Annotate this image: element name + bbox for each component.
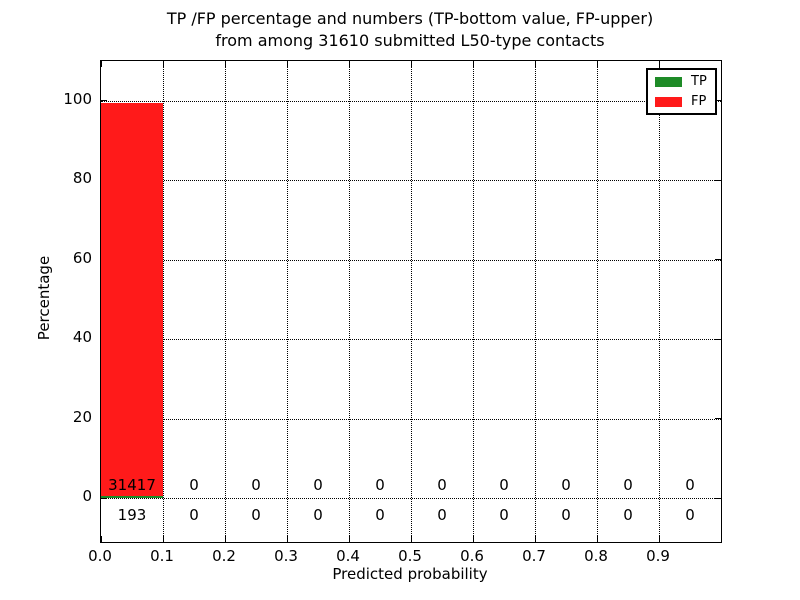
x-tick-label: 0.4 xyxy=(336,547,360,565)
x-tick-bottom xyxy=(410,536,412,542)
fp-count-label: 31417 xyxy=(108,476,156,495)
x-tick-label: 0.5 xyxy=(398,547,422,565)
fp-count-label: 0 xyxy=(561,476,571,495)
tp-count-label: 0 xyxy=(251,505,261,524)
x-gridline xyxy=(225,61,226,542)
x-gridline xyxy=(473,61,474,542)
legend-fp-label: FP xyxy=(691,94,707,109)
y-tick-label: 80 xyxy=(72,169,92,188)
tp-count-label: 0 xyxy=(437,505,447,524)
y-tick-right xyxy=(715,418,721,420)
y-tick-label: 0 xyxy=(82,487,92,506)
fp-count-label: 0 xyxy=(251,476,261,495)
tp-count-label: 193 xyxy=(117,505,147,524)
y-tick-label: 40 xyxy=(72,328,92,347)
x-tick-bottom xyxy=(162,536,164,542)
y-tick-left xyxy=(101,100,107,102)
x-tick-label: 0.3 xyxy=(274,547,298,565)
legend-tp-label: TP xyxy=(691,74,707,89)
y-tick-label: 60 xyxy=(72,248,92,267)
y-tick-label: 20 xyxy=(72,407,92,426)
x-tick-label: 0.8 xyxy=(584,547,608,565)
tp-count-label: 0 xyxy=(623,505,633,524)
legend-entry-fp: FP xyxy=(655,95,707,108)
tp-count-label: 0 xyxy=(499,505,509,524)
x-tick-bottom xyxy=(596,536,598,542)
x-tick-top xyxy=(100,61,102,67)
x-gridline xyxy=(411,61,412,542)
bar-tp-bin-0 xyxy=(101,495,163,499)
y-tick-right xyxy=(715,100,721,102)
x-tick-label: 0.7 xyxy=(522,547,546,565)
fp-count-label: 0 xyxy=(623,476,633,495)
x-tick-top xyxy=(596,61,598,67)
legend-fp-swatch xyxy=(655,96,682,107)
fp-count-label: 0 xyxy=(499,476,509,495)
chart-title-line-1: TP /FP percentage and numbers (TP-bottom… xyxy=(166,9,654,28)
x-tick-bottom xyxy=(224,536,226,542)
y-tick-left xyxy=(101,497,107,499)
x-tick-top xyxy=(410,61,412,67)
x-gridline xyxy=(163,61,164,542)
fp-count-label: 0 xyxy=(685,476,695,495)
x-gridline xyxy=(287,61,288,542)
legend-tp-swatch xyxy=(655,76,682,87)
legend: TP FP xyxy=(646,68,717,115)
tp-count-label: 0 xyxy=(189,505,199,524)
tp-count-label: 0 xyxy=(561,505,571,524)
x-tick-top xyxy=(534,61,536,67)
plot-area: 31417 193 0 0 0 0 0 0 0 0 0 0 0 0 0 0 0 0 0 0 xyxy=(100,60,722,543)
x-tick-label: 0.9 xyxy=(646,547,670,565)
x-tick-top xyxy=(348,61,350,67)
x-tick-top xyxy=(224,61,226,67)
x-gridline xyxy=(349,61,350,542)
tp-count-label: 0 xyxy=(375,505,385,524)
x-tick-label: 0.1 xyxy=(150,547,174,565)
y-tick-right xyxy=(715,259,721,261)
chart-title-line-2: from among 31610 submitted L50-type cont… xyxy=(215,31,605,50)
tp-count-label: 0 xyxy=(685,505,695,524)
x-tick-top xyxy=(472,61,474,67)
x-tick-label: 0.6 xyxy=(460,547,484,565)
x-gridline xyxy=(597,61,598,542)
y-tick-right xyxy=(715,179,721,181)
x-gridline xyxy=(659,61,660,542)
x-gridline xyxy=(535,61,536,542)
x-tick-top xyxy=(162,61,164,67)
x-tick-bottom xyxy=(472,536,474,542)
y-tick-right xyxy=(715,497,721,499)
x-tick-bottom xyxy=(286,536,288,542)
fp-count-label: 0 xyxy=(375,476,385,495)
x-tick-bottom xyxy=(534,536,536,542)
x-tick-bottom xyxy=(348,536,350,542)
fp-count-label: 0 xyxy=(437,476,447,495)
x-tick-bottom xyxy=(100,536,102,542)
tp-count-label: 0 xyxy=(313,505,323,524)
x-tick-top xyxy=(286,61,288,67)
fp-count-label: 0 xyxy=(313,476,323,495)
x-tick-label: 0.2 xyxy=(212,547,236,565)
x-tick-bottom xyxy=(658,536,660,542)
x-axis-label: Predicted probability xyxy=(332,565,488,583)
fp-count-label: 0 xyxy=(189,476,199,495)
legend-entry-tp: TP xyxy=(655,75,707,88)
bar-fp-bin-0 xyxy=(101,103,163,499)
x-tick-top xyxy=(658,61,660,67)
y-tick-right xyxy=(715,338,721,340)
y-tick-label: 100 xyxy=(63,89,92,108)
x-tick-label: 0.0 xyxy=(88,547,112,565)
